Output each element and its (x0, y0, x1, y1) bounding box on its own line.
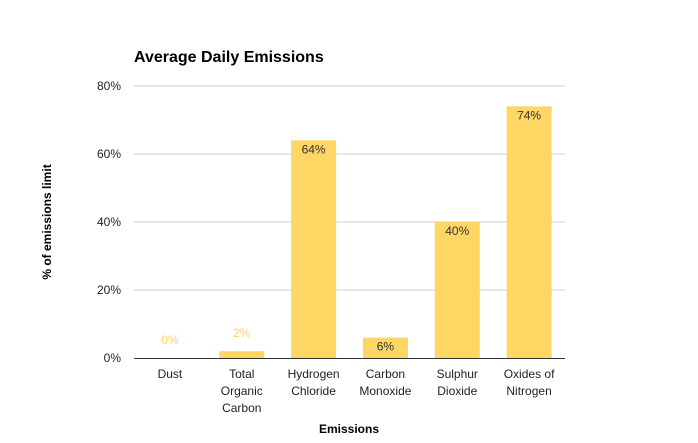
category-label: Sulphur (437, 367, 478, 381)
category-label: Total (229, 367, 254, 381)
bar (434, 222, 480, 358)
chart-title: Average Daily Emissions (134, 49, 324, 66)
data-label: 74% (517, 108, 541, 122)
category-label: Chloride (291, 384, 336, 398)
data-label: 0% (161, 333, 179, 347)
bars (219, 106, 552, 359)
y-tick-label: 40% (97, 215, 121, 229)
category-labels: Dust Total Organic Carbon Hydrogen Chloride Ca… (158, 367, 556, 415)
data-label: 2% (233, 326, 251, 340)
y-axis-title: % of emissions limit (40, 164, 54, 279)
bar (506, 106, 552, 359)
x-axis-title: Emissions (319, 422, 379, 436)
data-label: 64% (302, 142, 326, 156)
category-label: Carbon (222, 401, 261, 415)
category-label: Carbon (366, 367, 405, 381)
data-label: 40% (445, 224, 469, 238)
y-axis-ticks: 0% 20% 40% 60% 80% (97, 79, 121, 365)
bar (291, 140, 337, 358)
bar (362, 337, 408, 358)
category-label: Dioxide (437, 384, 477, 398)
bar (219, 351, 265, 358)
category-label: Monoxide (359, 384, 411, 398)
y-tick-label: 20% (97, 283, 121, 297)
category-label: Oxides of (504, 367, 555, 381)
category-label: Dust (158, 367, 183, 381)
y-tick-label: 80% (97, 79, 121, 93)
y-tick-label: 0% (104, 351, 122, 365)
category-label: Nitrogen (506, 384, 551, 398)
data-labels: 0% 2% 64% 6% 40% 74% (161, 108, 541, 353)
gridlines (134, 85, 565, 291)
data-label: 6% (377, 340, 395, 354)
category-label: Hydrogen (288, 367, 340, 381)
y-tick-label: 60% (97, 147, 121, 161)
category-label: Organic (221, 384, 263, 398)
